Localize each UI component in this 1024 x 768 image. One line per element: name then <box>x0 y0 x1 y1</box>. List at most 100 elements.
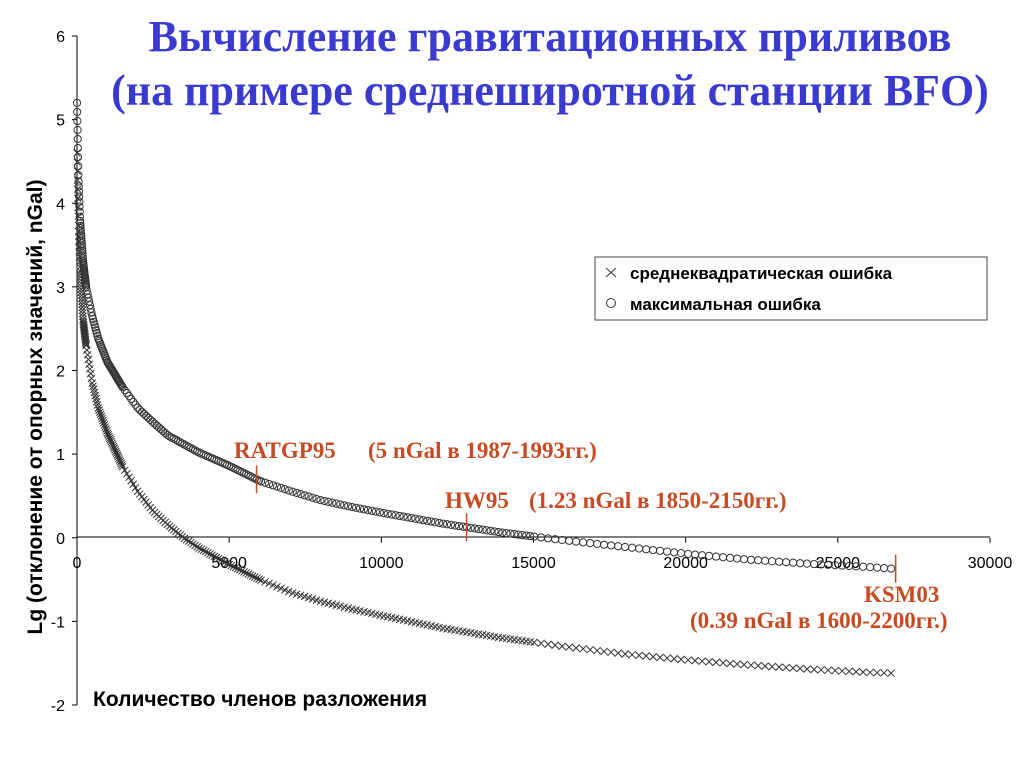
data-point-x <box>768 662 776 671</box>
x-tick-label: 30000 <box>968 555 1013 572</box>
data-point-x <box>78 306 87 315</box>
data-point-x <box>586 645 594 654</box>
data-point-circle <box>73 152 83 162</box>
data-point-x <box>191 541 199 550</box>
legend-marker-circle-icon <box>606 298 616 308</box>
data-point-circle <box>395 511 404 521</box>
data-point-circle <box>490 527 499 536</box>
data-point-circle <box>558 535 567 545</box>
data-point-x <box>210 552 219 561</box>
data-point-circle <box>474 524 483 534</box>
data-point-circle <box>135 405 144 414</box>
data-point-x <box>84 355 93 364</box>
data-point-circle <box>73 134 82 144</box>
x-tick-label: 15000 <box>511 555 556 572</box>
data-point-circle <box>375 508 384 517</box>
data-point-x <box>614 649 622 658</box>
data-point-circle <box>579 538 588 547</box>
data-point-circle <box>431 518 440 527</box>
data-point-x <box>761 662 769 670</box>
data-point-x <box>789 664 797 672</box>
data-point-circle <box>725 553 735 563</box>
data-point-circle <box>753 556 763 565</box>
data-point-circle <box>446 520 456 529</box>
x-tick-label: 10000 <box>359 555 404 572</box>
data-point-circle <box>74 162 83 171</box>
data-point-x <box>242 569 251 577</box>
data-point-x <box>82 340 90 348</box>
data-point-circle <box>150 419 159 428</box>
data-point-x <box>824 666 832 675</box>
x-tick-label: 20000 <box>663 555 708 572</box>
data-point-x <box>663 654 671 662</box>
ksm03-label: KSM03 <box>864 582 939 607</box>
data-point-x <box>223 559 231 568</box>
data-point-circle <box>502 529 511 538</box>
data-point-x <box>246 571 255 579</box>
data-point-x <box>810 665 818 674</box>
data-point-circle <box>148 417 157 426</box>
data-point-circle <box>435 518 444 528</box>
data-point-circle <box>186 444 195 453</box>
data-point-circle <box>760 556 770 565</box>
data-point-circle <box>159 427 168 436</box>
data-point-circle <box>332 499 341 508</box>
data-point-circle <box>73 143 83 153</box>
data-point-circle <box>494 527 503 537</box>
y-tick-label: 4 <box>56 196 65 213</box>
data-point-x <box>93 401 102 409</box>
data-point-circle <box>788 558 798 567</box>
data-point-circle <box>586 539 595 548</box>
data-point-x <box>118 461 126 469</box>
data-point-x <box>99 416 107 425</box>
data-point-x <box>96 410 105 419</box>
data-point-circle <box>169 434 178 443</box>
data-point-circle <box>865 563 875 572</box>
data-point-circle <box>367 506 376 515</box>
data-point-circle <box>486 526 495 535</box>
ksm03-note: (0.39 nGal в 1600-2200гг.) <box>690 608 948 633</box>
y-tick-label: 1 <box>56 447 65 464</box>
data-point-x <box>212 553 221 562</box>
data-point-x <box>684 656 692 664</box>
data-point-circle <box>288 487 297 496</box>
data-point-circle <box>746 555 756 564</box>
data-point-circle <box>518 531 527 540</box>
data-point-x <box>255 575 263 584</box>
data-point-circle <box>176 438 185 447</box>
data-point-circle <box>117 381 126 391</box>
data-point-circle <box>190 446 200 455</box>
data-point-x <box>94 404 103 412</box>
data-point-circle <box>802 559 812 568</box>
data-point-circle <box>565 536 574 545</box>
x-tick-label: 0 <box>73 555 82 572</box>
data-point-circle <box>450 521 460 530</box>
data-point-circle <box>649 545 658 555</box>
data-point-x <box>201 547 210 556</box>
data-point-circle <box>628 543 637 552</box>
data-point-circle <box>280 485 289 494</box>
data-point-circle <box>74 182 83 191</box>
data-point-x <box>91 391 100 400</box>
data-point-x <box>86 365 94 373</box>
data-point-x <box>831 666 839 675</box>
data-point-circle <box>739 555 749 564</box>
data-point-x <box>74 212 83 221</box>
data-point-circle <box>308 493 317 502</box>
data-point-x <box>78 303 87 312</box>
data-point-x <box>269 581 277 589</box>
data-point-circle <box>767 557 777 566</box>
data-point-circle <box>506 529 515 538</box>
data-point-circle <box>296 490 305 499</box>
data-point-circle <box>324 497 333 506</box>
data-point-x <box>229 562 238 571</box>
data-point-circle <box>156 425 166 434</box>
data-point-x <box>184 537 193 546</box>
data-point-x <box>78 297 86 306</box>
data-point-x <box>90 388 99 397</box>
data-point-x <box>95 408 104 417</box>
data-point-circle <box>180 440 189 449</box>
data-point-circle <box>399 512 408 521</box>
data-point-x <box>250 573 259 582</box>
